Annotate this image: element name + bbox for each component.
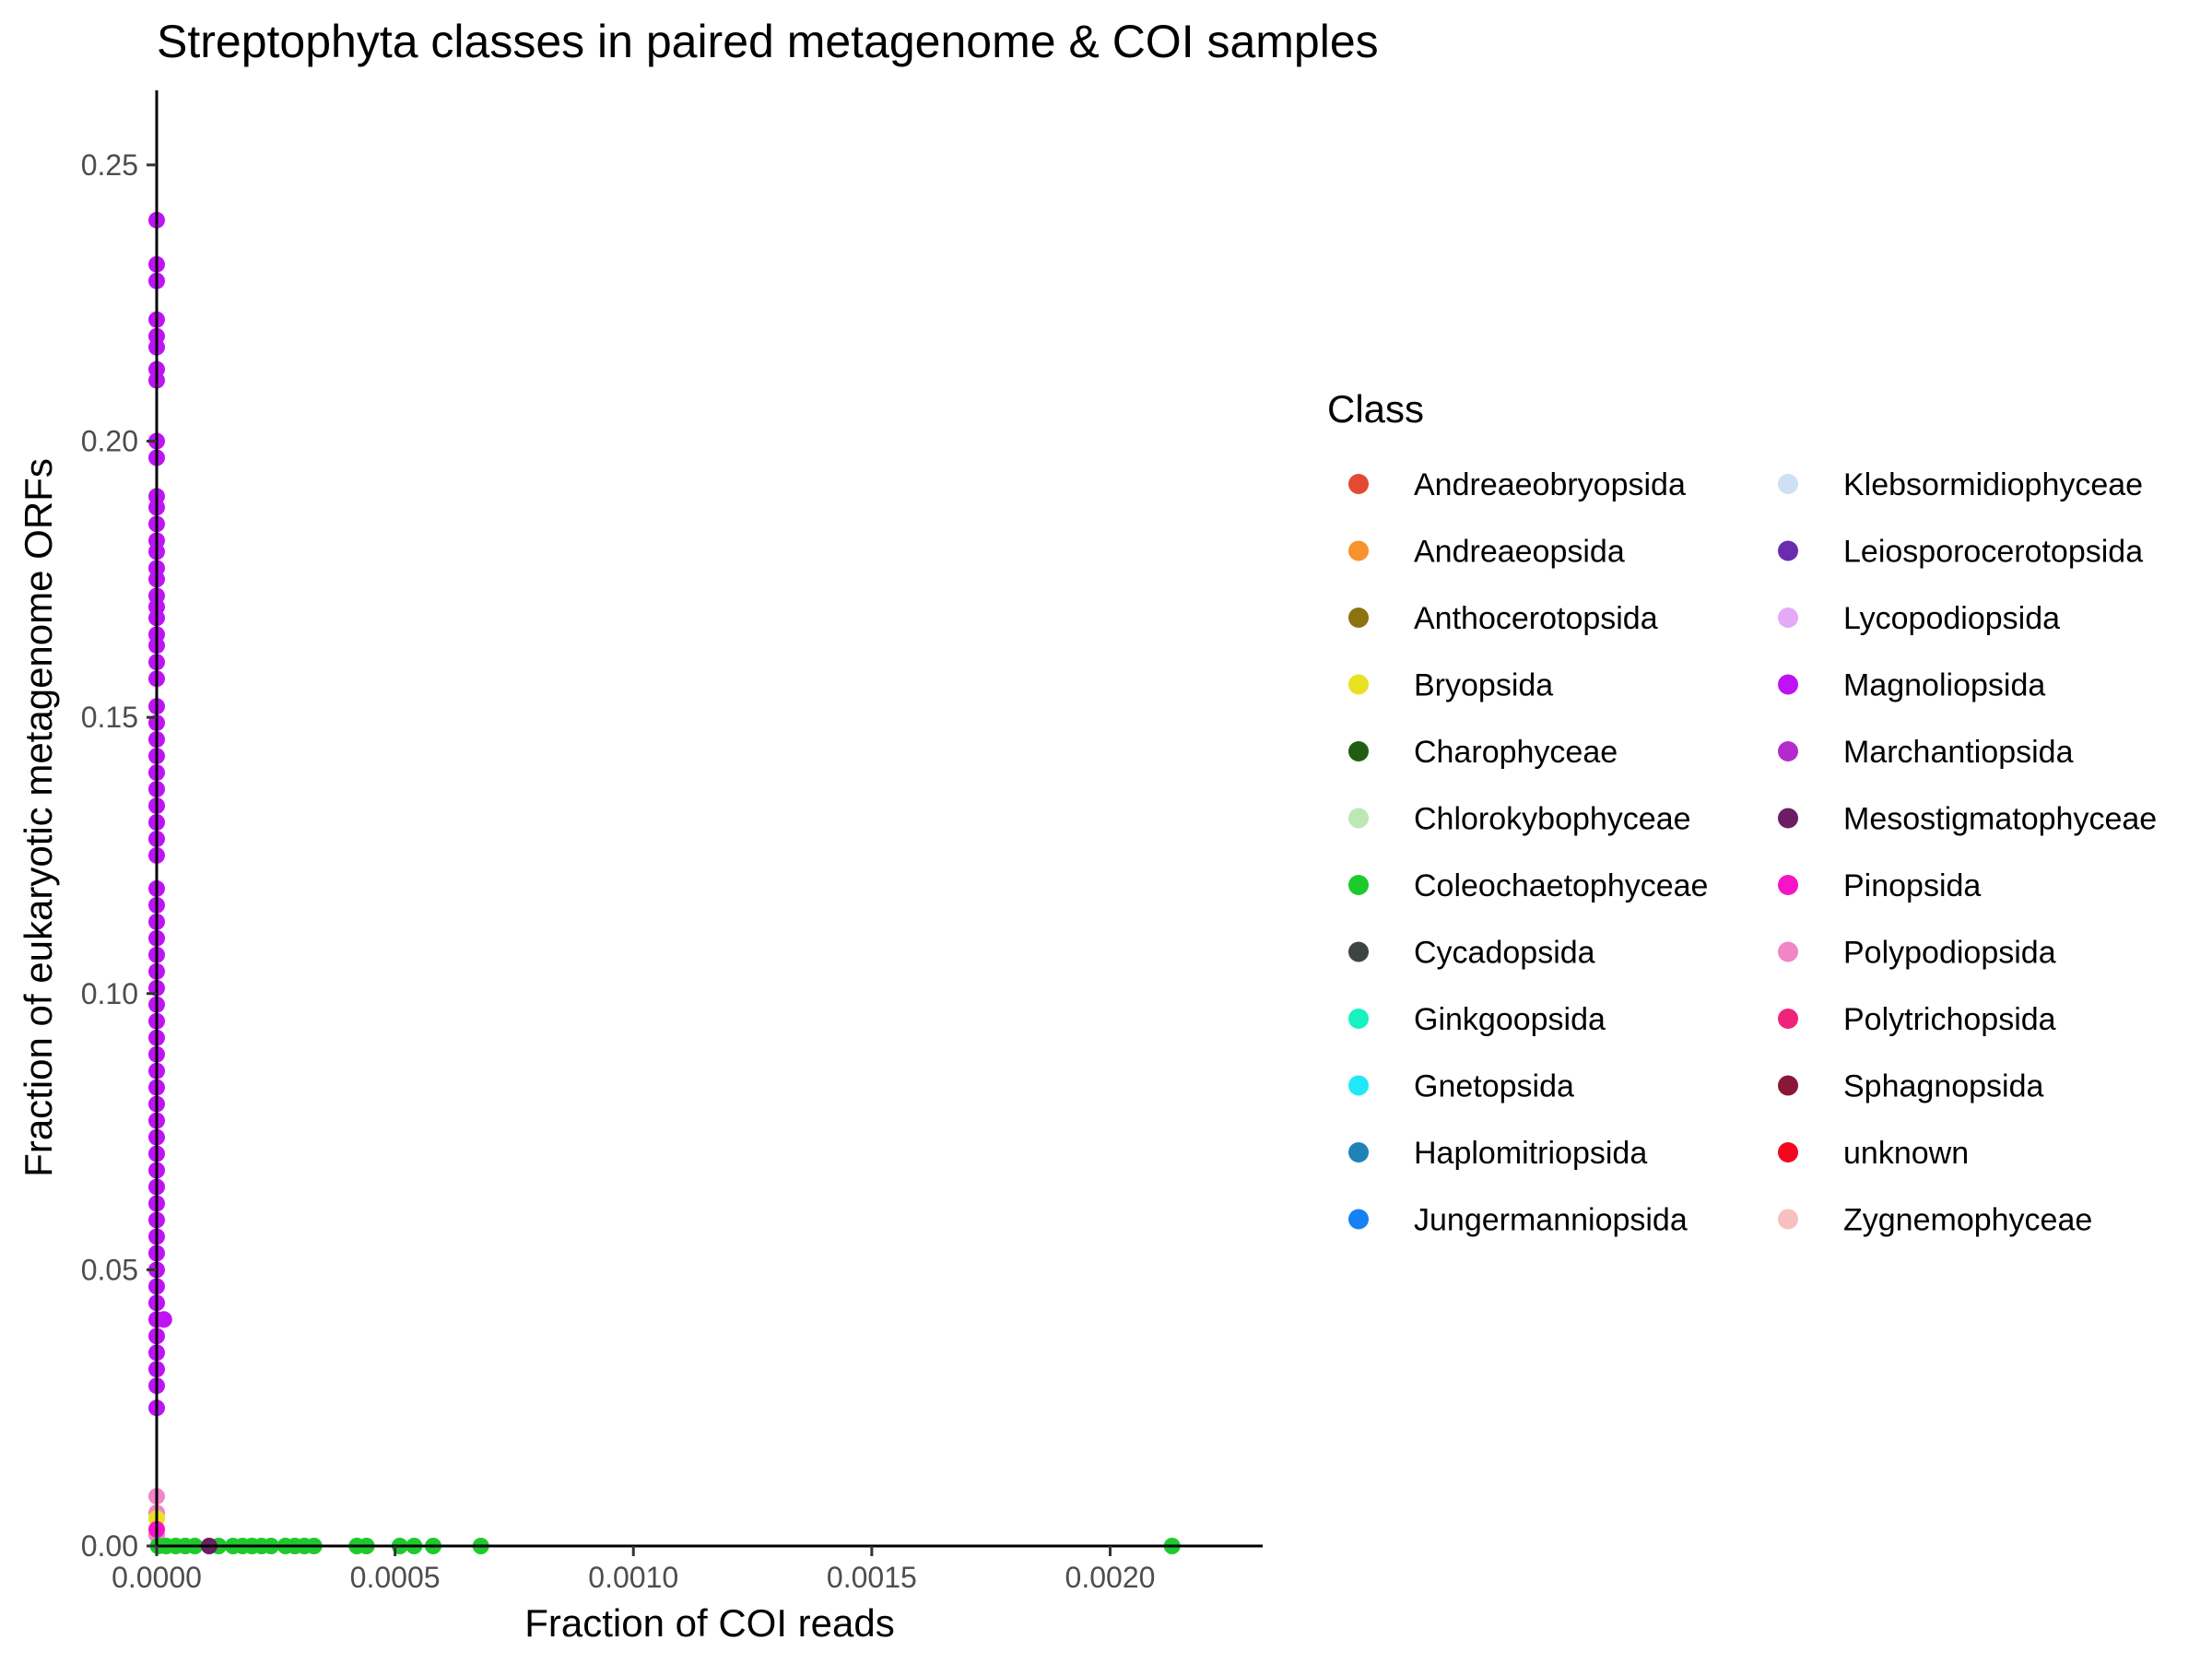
- legend-swatch: [1778, 875, 1798, 895]
- legend-swatch: [1348, 608, 1369, 628]
- legend-swatch: [1778, 1075, 1798, 1096]
- point-magnoliopsida-61: [155, 1311, 172, 1328]
- legend-swatch: [1348, 941, 1369, 962]
- y-tick-label: 0.20: [81, 425, 138, 458]
- legend-entries: Andreaeobryopsida Andreaeopsida Anthocerot…: [1348, 467, 2157, 1238]
- legend-item-jungermanniopsida: Jungermanniopsida: [1348, 1203, 1688, 1238]
- x-tick-label: 0.0020: [1065, 1561, 1156, 1594]
- legend-swatch: [1348, 741, 1369, 761]
- legend-item-magnoliopsida: Magnoliopsida: [1778, 668, 2045, 703]
- legend-item-polytrichopsida: Polytrichopsida: [1778, 1002, 2056, 1037]
- legend-label: Anthocerotopsida: [1414, 601, 1658, 636]
- legend-swatch: [1778, 808, 1798, 829]
- legend-item-pinopsida: Pinopsida: [1778, 868, 1981, 903]
- x-tick-label: 0.0000: [112, 1561, 202, 1594]
- legend-label: Gnetopsida: [1414, 1069, 1574, 1104]
- legend-item-zygnemophyceae: Zygnemophyceae: [1778, 1203, 2092, 1238]
- legend-item-mesostigmatophyceae: Mesostigmatophyceae: [1778, 802, 2157, 837]
- legend-item-ginkgoopsida: Ginkgoopsida: [1348, 1002, 1606, 1037]
- legend-item-sphagnopsida: Sphagnopsida: [1778, 1069, 2044, 1104]
- legend-item-marchantiopsida: Marchantiopsida: [1778, 735, 2074, 770]
- legend-swatch: [1778, 1009, 1798, 1029]
- legend-swatch: [1778, 474, 1798, 494]
- legend-item-andreaeobryopsida: Andreaeobryopsida: [1348, 467, 1686, 502]
- legend-swatch: [1778, 941, 1798, 962]
- legend-label: Magnoliopsida: [1843, 668, 2045, 703]
- legend-label: Mesostigmatophyceae: [1843, 802, 2157, 837]
- legend-label: Sphagnopsida: [1843, 1069, 2044, 1104]
- legend-label: Haplomitriopsida: [1414, 1136, 1647, 1171]
- legend-label: Marchantiopsida: [1843, 735, 2074, 770]
- legend-swatch: [1348, 808, 1369, 829]
- legend-item-lycopodiopsida: Lycopodiopsida: [1778, 601, 2060, 636]
- legend-swatch: [1348, 1142, 1369, 1162]
- legend-label: Leiosporocerotopsida: [1843, 535, 2143, 570]
- plot-points: [148, 211, 1181, 1554]
- legend-label: Chlorokybophyceae: [1414, 802, 1691, 837]
- x-tick-label: 0.0005: [350, 1561, 441, 1594]
- legend-item-charophyceae: Charophyceae: [1348, 735, 1618, 770]
- legend-swatch: [1778, 1209, 1798, 1230]
- legend-label: Ginkgoopsida: [1414, 1002, 1606, 1037]
- legend-item-gnetopsida: Gnetopsida: [1348, 1069, 1574, 1104]
- legend: Class Andreaeobryopsida Andreaeopsida Anth…: [1327, 387, 2157, 1238]
- x-tick-label: 0.0010: [588, 1561, 678, 1594]
- legend-label: Charophyceae: [1414, 735, 1618, 770]
- legend-swatch: [1348, 1009, 1369, 1029]
- legend-label: Andreaeopsida: [1414, 535, 1625, 570]
- legend-item-chlorokybophyceae: Chlorokybophyceae: [1348, 802, 1691, 837]
- legend-label: Polypodiopsida: [1843, 936, 2056, 971]
- legend-title: Class: [1327, 387, 1424, 431]
- legend-item-haplomitriopsida: Haplomitriopsida: [1348, 1136, 1647, 1171]
- y-tick-label: 0.25: [81, 148, 138, 182]
- legend-item-coleochaetophyceae: Coleochaetophyceae: [1348, 868, 1708, 903]
- legend-item-unknown: unknown: [1778, 1136, 1969, 1171]
- legend-item-cycadopsida: Cycadopsida: [1348, 936, 1595, 971]
- legend-swatch: [1778, 608, 1798, 628]
- legend-item-leiosporocerotopsida: Leiosporocerotopsida: [1778, 535, 2143, 570]
- legend-item-bryopsida: Bryopsida: [1348, 668, 1553, 703]
- legend-swatch: [1348, 875, 1369, 895]
- legend-item-polypodiopsida: Polypodiopsida: [1778, 936, 2056, 971]
- x-axis-title: Fraction of COI reads: [524, 1601, 894, 1645]
- legend-label: Pinopsida: [1843, 868, 1981, 903]
- legend-label: Lycopodiopsida: [1843, 601, 2060, 636]
- legend-label: Coleochaetophyceae: [1414, 868, 1708, 903]
- legend-item-klebsormidiophyceae: Klebsormidiophyceae: [1778, 467, 2143, 502]
- legend-swatch: [1778, 674, 1798, 695]
- y-axis-ticks: 0.00 0.05 0.10 0.15 0.20 0.25: [81, 148, 157, 1563]
- x-tick-label: 0.0015: [827, 1561, 917, 1594]
- legend-label: Polytrichopsida: [1843, 1002, 2056, 1037]
- x-axis-ticks: 0.0000 0.0005 0.0010 0.0015 0.0020: [112, 1546, 1155, 1594]
- legend-label: Zygnemophyceae: [1843, 1203, 2092, 1238]
- legend-swatch: [1778, 741, 1798, 761]
- legend-label: Jungermanniopsida: [1414, 1203, 1688, 1238]
- y-tick-label: 0.10: [81, 977, 138, 1010]
- legend-label: Cycadopsida: [1414, 936, 1595, 971]
- legend-item-anthocerotopsida: Anthocerotopsida: [1348, 601, 1658, 636]
- legend-label: unknown: [1843, 1136, 1969, 1171]
- legend-swatch: [1348, 474, 1369, 494]
- legend-swatch: [1348, 540, 1369, 561]
- legend-swatch: [1348, 674, 1369, 695]
- legend-swatch: [1348, 1209, 1369, 1230]
- legend-swatch: [1348, 1075, 1369, 1096]
- legend-label: Andreaeobryopsida: [1414, 467, 1686, 502]
- y-tick-label: 0.05: [81, 1253, 138, 1286]
- legend-item-andreaeopsida: Andreaeopsida: [1348, 535, 1625, 570]
- y-tick-label: 0.00: [81, 1529, 138, 1563]
- chart-title: Streptophyta classes in paired metagenom…: [157, 16, 1379, 67]
- y-axis-title: Fraction of eukaryotic metagenome ORFs: [17, 458, 60, 1177]
- y-tick-label: 0.15: [81, 701, 138, 734]
- legend-label: Bryopsida: [1414, 668, 1553, 703]
- legend-swatch: [1778, 540, 1798, 561]
- legend-swatch: [1778, 1142, 1798, 1162]
- legend-label: Klebsormidiophyceae: [1843, 467, 2143, 502]
